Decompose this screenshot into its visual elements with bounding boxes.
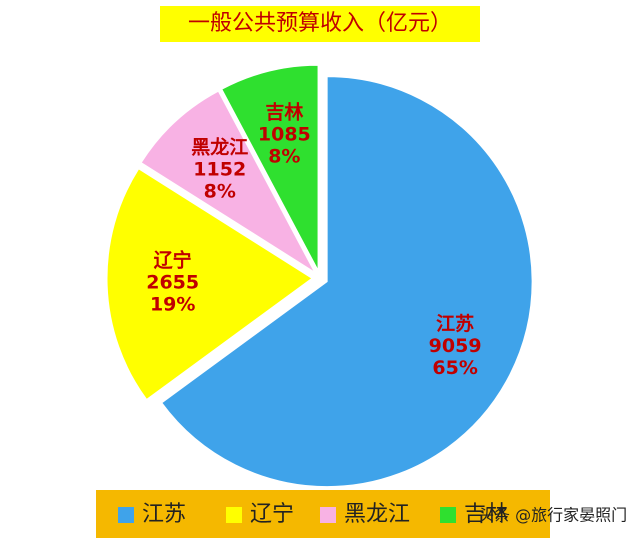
slice-label-percent: 65% (432, 357, 477, 379)
legend-label: 黑龙江 (344, 502, 410, 527)
pie-slice (140, 90, 316, 274)
legend: 江苏 辽宁 黑龙江 吉林 (118, 502, 508, 527)
slice-label-name: 黑龙江 (191, 135, 248, 158)
pie-slice (106, 168, 313, 401)
slice-label-name: 吉林 (265, 100, 303, 123)
slice-label-value: 2655 (146, 272, 199, 294)
slice-label-value: 1152 (193, 158, 246, 180)
slice-label-percent: 8% (204, 180, 236, 202)
slice-label-value: 9059 (429, 335, 482, 357)
legend-label: 江苏 (142, 502, 186, 527)
legend-label: 辽宁 (250, 502, 294, 527)
pie-slice (161, 76, 533, 488)
pie-slice (221, 64, 319, 271)
slice-label-percent: 19% (150, 294, 195, 316)
slice-label-percent: 8% (268, 145, 300, 167)
legend-swatch (320, 507, 336, 523)
chart-title: 一般公共预算收入（亿元） (188, 11, 452, 36)
watermark: 头条 @旅行家晏照门 (478, 506, 627, 525)
title-box (160, 6, 480, 42)
legend-swatch (118, 507, 134, 523)
slice-label-name: 江苏 (436, 312, 474, 335)
legend-swatch (440, 507, 456, 523)
slice-label-name: 辽宁 (154, 249, 192, 272)
legend-swatch (226, 507, 242, 523)
slice-label-value: 1085 (258, 123, 311, 145)
legend-label: 吉林 (464, 502, 508, 527)
